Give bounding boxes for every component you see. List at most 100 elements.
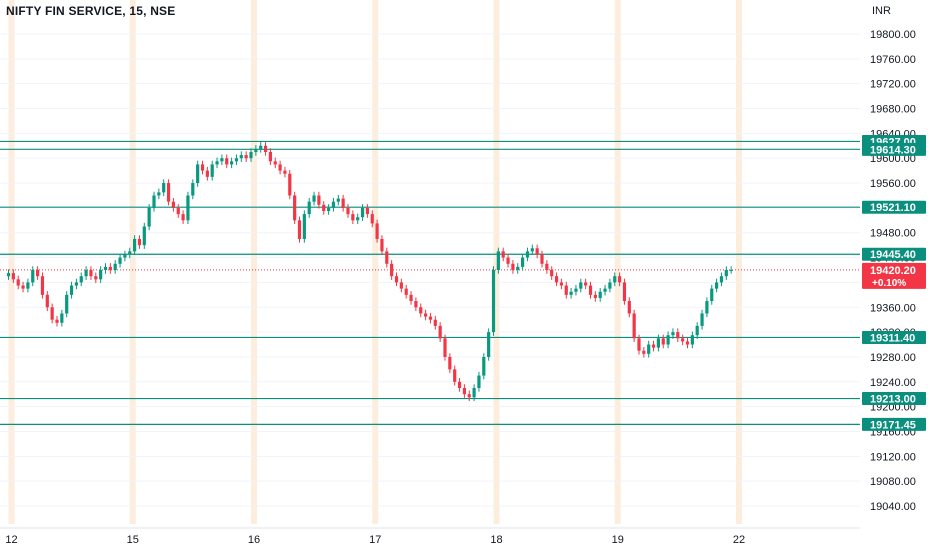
y-tick-label: 19680.00 (870, 104, 916, 116)
candle-body (525, 251, 530, 258)
candle-body (433, 319, 437, 326)
level-label-bg (862, 142, 926, 156)
candle-body (123, 254, 127, 258)
candle-body (147, 207, 151, 227)
candle-body (603, 288, 607, 292)
candle-body (360, 207, 365, 218)
session-bands (0, 0, 860, 524)
candle-body (322, 204, 326, 211)
candle-body (632, 313, 636, 339)
candle-body (651, 344, 656, 348)
candle-body (477, 375, 481, 388)
candle-body (230, 161, 234, 165)
candle-body (210, 164, 214, 177)
y-tick-label: 19800.00 (870, 29, 916, 41)
candle-body (428, 316, 433, 320)
candle-body (394, 276, 399, 283)
candle-body (409, 294, 413, 302)
candle-body (559, 282, 563, 286)
candle-body (263, 145, 268, 152)
candle-body (404, 288, 408, 295)
level-label-bg (862, 417, 926, 431)
candle-body (564, 285, 568, 295)
level-label: 19614.30 (870, 144, 916, 156)
candle-body (108, 266, 112, 270)
candle-body (530, 248, 534, 252)
session-band (129, 0, 136, 524)
level-label-bg (862, 247, 926, 261)
candle-body (186, 195, 190, 221)
level-label: 19521.10 (870, 202, 916, 214)
level-label: 19445.40 (870, 249, 916, 261)
candle-body (55, 319, 59, 323)
candle-body (443, 338, 447, 357)
candle-body (6, 273, 11, 277)
candle-body (390, 263, 394, 277)
candle-body (239, 155, 243, 159)
y-tick-label: 19240.00 (870, 377, 916, 389)
candle-body (341, 198, 345, 208)
candle-body (317, 195, 321, 205)
candle-body (259, 145, 263, 149)
candle-body (690, 335, 694, 345)
candle-body (695, 325, 699, 336)
candle-body (283, 170, 287, 174)
candle-body (370, 214, 374, 224)
candle-body (21, 285, 25, 289)
candle-body (50, 307, 54, 320)
candle-body (453, 369, 457, 382)
candle-body (205, 170, 209, 177)
candle-body (380, 238, 384, 252)
candle-body (40, 276, 45, 295)
time-axis: 12 15 16 17 18 19 22 (0, 527, 860, 546)
candle-body (521, 257, 525, 267)
y-tick-label: 19280.00 (870, 352, 916, 364)
y-tick-label: 19360.00 (870, 302, 916, 314)
level-labels: 19627.0019614.3019521.1019445.4019311.40… (862, 134, 926, 431)
level-label-bg (862, 392, 926, 406)
y-tick-label: 19040.00 (870, 501, 916, 513)
candle-body (60, 313, 64, 323)
candle-body (74, 282, 78, 286)
candle-body (579, 282, 583, 289)
candle-body (598, 291, 602, 298)
current-price-badge (862, 262, 926, 289)
level-label: 19171.45 (870, 419, 916, 431)
candle-body (278, 164, 282, 171)
candle-body (705, 301, 709, 314)
candle-body (501, 251, 505, 258)
y-tick-label: 19080.00 (870, 476, 916, 488)
session-band (736, 0, 742, 524)
candle-body (467, 394, 471, 398)
candle-body (297, 220, 302, 239)
candle-body (336, 198, 340, 202)
y-tick-label: 19480.00 (870, 228, 916, 240)
candle-body (448, 356, 452, 370)
level-label: 19213.00 (870, 394, 916, 406)
candle-body (268, 152, 272, 162)
candle-body (506, 257, 510, 264)
candle-body (181, 214, 185, 221)
candle-body (700, 313, 704, 326)
session-band (614, 0, 621, 524)
candle-body (356, 217, 360, 221)
candle-body (351, 214, 355, 221)
candle-body (666, 335, 670, 345)
candle-body (550, 270, 554, 277)
candle-body (710, 288, 714, 302)
candle-body (676, 332, 680, 339)
candle-body (540, 254, 544, 264)
candle-body (399, 282, 403, 289)
candle-body (574, 288, 578, 292)
candle-body (642, 350, 646, 354)
candle-body (128, 251, 132, 255)
candle-body (166, 183, 171, 202)
candle-body (45, 294, 49, 308)
candle-body (438, 325, 442, 339)
session-band (8, 0, 15, 524)
session-band (251, 0, 257, 524)
candles (6, 142, 733, 402)
y-tick-label: 19120.00 (870, 451, 916, 463)
